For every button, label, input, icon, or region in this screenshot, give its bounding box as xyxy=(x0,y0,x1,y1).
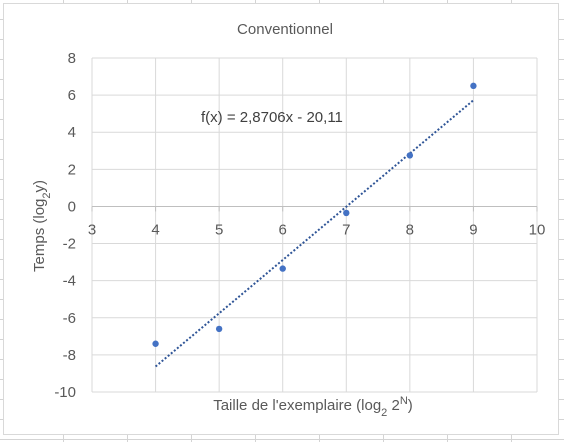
y-axis-title-sub: 2 xyxy=(41,193,53,199)
data-point xyxy=(406,152,414,159)
x-tick-label: 3 xyxy=(88,221,96,238)
y-axis-title: Temps (log2y) xyxy=(31,180,53,272)
x-tick-label: 4 xyxy=(151,221,159,238)
y-tick-label: 2 xyxy=(68,161,76,178)
x-axis-title-end: ) xyxy=(408,397,413,414)
y-tick-label: 0 xyxy=(68,198,76,215)
y-tick-labels: -10 -8 -6 -4 -2 0 2 4 6 8 xyxy=(54,50,76,401)
y-tick-label: -10 xyxy=(54,384,76,401)
data-point xyxy=(343,209,350,217)
chart-area[interactable] xyxy=(3,3,559,435)
y-tick-label: -4 xyxy=(63,273,76,290)
trendline xyxy=(154,99,475,368)
data-points xyxy=(152,82,477,347)
axes xyxy=(91,205,538,212)
x-axis-title-sup: N xyxy=(400,395,408,407)
x-tick-label: 10 xyxy=(529,221,546,238)
x-axis-title-sub: 2 xyxy=(381,407,387,419)
x-tick-label: 7 xyxy=(342,221,350,238)
data-point xyxy=(152,340,159,347)
data-point xyxy=(470,82,477,90)
x-tick-labels: 3 4 5 6 7 8 9 10 xyxy=(88,221,546,238)
x-tick-label: 9 xyxy=(469,221,477,238)
x-tick-label: 8 xyxy=(406,221,414,238)
y-axis-title-end: y) xyxy=(31,180,48,193)
data-point xyxy=(279,265,286,272)
x-tick-label: 6 xyxy=(279,221,287,238)
y-tick-label: 8 xyxy=(68,50,76,67)
x-axis-title-main: Taille de l'exemplaire (log xyxy=(213,397,381,414)
y-tick-label: -2 xyxy=(63,236,76,253)
chart-title: Conventionnel xyxy=(237,21,333,38)
trendline-group xyxy=(154,99,475,368)
y-tick-label: -8 xyxy=(63,347,76,364)
y-tick-label: -6 xyxy=(63,310,76,327)
x-axis-title: Taille de l'exemplaire (log2 2N) xyxy=(213,395,413,419)
x-tick-label: 5 xyxy=(215,221,223,238)
y-axis-title-main: Temps (log xyxy=(31,199,48,272)
y-tick-label: 4 xyxy=(68,124,76,141)
data-point xyxy=(215,325,223,333)
trendline-equation: f(x) = 2,8706x - 20,11 xyxy=(201,109,343,126)
x-axis-title-mid: 2 xyxy=(387,397,400,414)
y-tick-label: 6 xyxy=(68,87,76,104)
